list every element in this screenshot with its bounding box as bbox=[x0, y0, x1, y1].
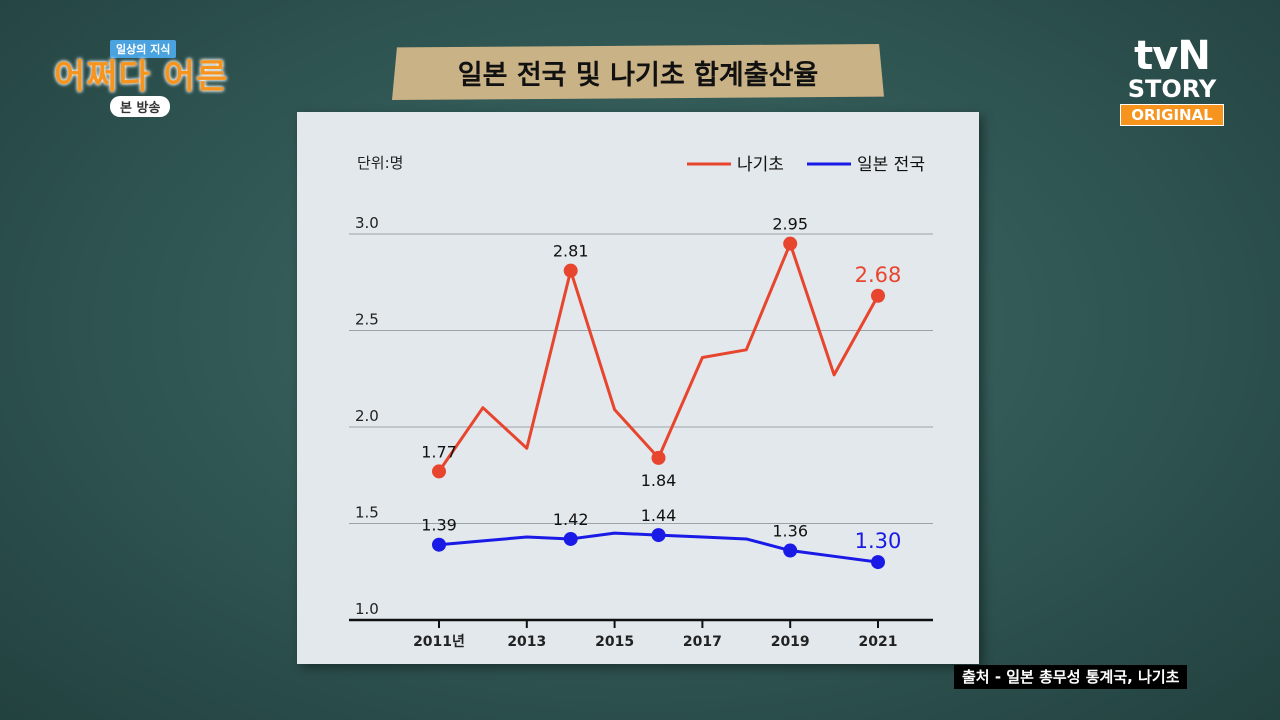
series-line bbox=[437, 242, 880, 473]
data-label: 1.84 bbox=[641, 471, 677, 490]
data-label: 2.68 bbox=[855, 263, 902, 287]
data-point bbox=[563, 263, 578, 278]
data-point bbox=[871, 555, 885, 570]
show-logo: 일상의 지식 어쩌다 어른 본 방송 bbox=[54, 38, 244, 117]
x-tick-label: 2017 bbox=[683, 634, 722, 650]
data-point bbox=[432, 464, 446, 479]
x-tick-label: 2015 bbox=[595, 634, 634, 650]
channel-logo: tvN STORY ORIGINAL bbox=[1120, 36, 1224, 126]
source-caption: 출처 - 일본 총무성 통계국, 나기초 bbox=[954, 665, 1188, 689]
show-title: 어쩌다 어른 bbox=[54, 57, 229, 97]
y-tick-label: 3.0 bbox=[355, 214, 379, 232]
unit-label: 단위:명 bbox=[357, 154, 403, 172]
x-tick-label: 2019 bbox=[771, 634, 810, 650]
data-point bbox=[651, 528, 666, 543]
y-tick-label: 1.5 bbox=[355, 504, 379, 522]
y-tick-label: 2.0 bbox=[355, 407, 379, 425]
chart-title: 일본 전국 및 나기초 합계출산율 bbox=[457, 59, 819, 91]
data-point bbox=[563, 531, 578, 546]
channel-brand: tvN bbox=[1134, 33, 1211, 79]
x-tick-label: 2011년 bbox=[413, 634, 465, 650]
x-tick-label: 2021 bbox=[859, 634, 898, 650]
data-label: 2.81 bbox=[553, 242, 589, 261]
show-tag: 일상의 지식 bbox=[110, 40, 177, 58]
line-chart: 1.0 1.5 2.0 2.5 3.0 2011년 2013 2015 2017 2019 2021… bbox=[349, 154, 933, 650]
legend-label: 일본 전국 bbox=[857, 155, 925, 175]
data-point bbox=[783, 236, 798, 251]
data-label: 1.77 bbox=[421, 442, 457, 461]
data-point bbox=[871, 288, 885, 303]
data-label: 1.30 bbox=[855, 529, 902, 553]
data-label: 1.42 bbox=[553, 510, 589, 529]
y-tick-label: 1.0 bbox=[355, 600, 379, 618]
data-label: 1.39 bbox=[421, 516, 457, 535]
data-point bbox=[783, 543, 798, 558]
data-point bbox=[432, 537, 446, 552]
channel-tag: ORIGINAL bbox=[1120, 104, 1224, 126]
data-label: 2.95 bbox=[772, 215, 808, 234]
title-banner: 일본 전국 및 나기초 합계출산율 bbox=[392, 44, 884, 100]
data-label: 1.36 bbox=[772, 522, 808, 541]
x-tick-label: 2013 bbox=[507, 634, 546, 650]
data-label: 1.44 bbox=[641, 506, 677, 525]
y-tick-label: 2.5 bbox=[355, 311, 379, 329]
legend-label: 나기초 bbox=[737, 155, 784, 175]
show-subtitle: 본 방송 bbox=[110, 96, 171, 117]
channel-sub: STORY bbox=[1127, 75, 1217, 103]
data-point bbox=[651, 450, 666, 465]
chart-card: 1.0 1.5 2.0 2.5 3.0 2011년 2013 2015 2017 2019 2021… bbox=[297, 112, 979, 664]
